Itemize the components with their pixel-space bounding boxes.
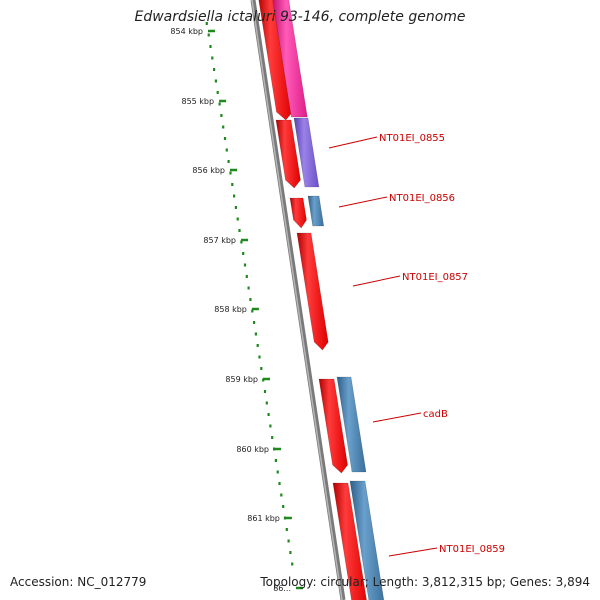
ruler-dot xyxy=(287,539,290,543)
gene-label-leader xyxy=(372,412,422,423)
ruler-dot xyxy=(253,321,256,324)
ruler-dot xyxy=(243,263,247,267)
ruler-dot xyxy=(278,482,281,485)
ruler-dot xyxy=(207,33,210,37)
ruler-dot xyxy=(267,413,270,416)
ruler-dot xyxy=(225,148,228,152)
ruler-dot xyxy=(218,102,221,106)
map-title: Edwardsiella ictaluri 93-146, complete g… xyxy=(134,9,466,25)
ruler-dot xyxy=(231,183,234,186)
ruler-dot xyxy=(249,298,252,301)
ruler-dot xyxy=(233,194,236,198)
ruler-dot xyxy=(285,528,288,531)
ruler-dot xyxy=(247,286,250,290)
ruler-dot xyxy=(254,332,257,336)
ruler-tick-label: 86... xyxy=(273,584,291,593)
ruler-dot xyxy=(251,309,254,313)
ruler-dot xyxy=(220,114,223,117)
ruler-dot xyxy=(269,424,272,428)
ruler-tick-label: 858 kbp xyxy=(214,305,247,314)
ruler-dot xyxy=(222,125,225,129)
ruler-dot xyxy=(209,45,212,48)
ruler-dot xyxy=(216,91,219,94)
cds-purple-feature[interactable] xyxy=(293,117,320,188)
ruler-dot xyxy=(236,217,239,221)
gene-label[interactable]: NT01EI_0857 xyxy=(402,272,468,283)
ruler-dot xyxy=(258,355,261,359)
ruler-tick-label: 856 kbp xyxy=(192,166,225,175)
ruler-dot xyxy=(263,390,267,393)
cds-reverse-feature[interactable] xyxy=(349,480,385,600)
ruler-tick-label: 860 kbp xyxy=(236,445,269,454)
ruler-dot xyxy=(211,56,214,60)
gene-label[interactable]: NT01EI_0856 xyxy=(389,193,455,204)
gene-label[interactable]: NT01EI_0859 xyxy=(439,544,505,555)
cds-forward-feature[interactable] xyxy=(318,378,348,474)
ruler-dot xyxy=(229,171,232,175)
cds-forward-feature[interactable] xyxy=(275,119,301,189)
ruler-dot xyxy=(213,68,216,71)
gene-label-leader xyxy=(352,275,401,287)
ruler-dot xyxy=(214,79,217,83)
ruler-dot xyxy=(240,240,243,244)
ruler-dot xyxy=(205,22,208,25)
cds-pink-feature[interactable] xyxy=(272,0,308,118)
ruler-dot xyxy=(234,206,237,209)
ruler-dot xyxy=(271,436,274,439)
ruler-tick-label: 861 kbp xyxy=(247,514,280,523)
ruler-dot xyxy=(223,137,227,140)
ruler-tick-label: 855 kbp xyxy=(181,97,214,106)
ruler-ticks: 854 kbp 855 kbp 856 kbp 857 kbp 858 kbp 859 k… xyxy=(170,27,303,593)
cds-reverse-feature[interactable] xyxy=(307,195,325,227)
ruler-tick-label: 854 kbp xyxy=(170,27,203,36)
accession-text: Accession: NC_012779 xyxy=(10,575,147,589)
ruler-dot xyxy=(242,252,245,255)
ruler-dot xyxy=(274,459,277,462)
ruler-dot xyxy=(260,367,263,370)
ruler-dot xyxy=(245,275,248,278)
gene-label-leader xyxy=(338,196,388,208)
ruler-dot xyxy=(227,160,230,163)
ruler-dot xyxy=(280,493,283,497)
ruler-tick-label: 857 kbp xyxy=(203,236,236,245)
gene-label-layer: NT01EI_0855 NT01EI_0856 NT01EI_0857 cadB NT0… xyxy=(328,133,505,557)
ruler-dot xyxy=(256,344,259,347)
genome-backbone-highlight xyxy=(251,0,343,600)
ruler-dot xyxy=(282,505,285,508)
topology-text: Topology: circular; Length: 3,812,315 bp… xyxy=(260,575,590,589)
feature-track xyxy=(258,0,385,600)
cds-reverse-feature[interactable] xyxy=(336,376,367,473)
ruler-dot xyxy=(238,229,241,232)
cds-forward-feature[interactable] xyxy=(258,0,293,121)
ruler-dot xyxy=(265,401,268,405)
ruler-dot xyxy=(291,562,294,566)
cds-forward-feature[interactable] xyxy=(332,482,368,600)
genome-backbone xyxy=(250,0,346,600)
ruler-dot xyxy=(276,470,279,474)
cds-forward-feature[interactable] xyxy=(289,197,307,229)
gene-label[interactable]: cadB xyxy=(423,409,448,420)
gene-label[interactable]: NT01EI_0855 xyxy=(379,133,445,144)
cds-forward-feature[interactable] xyxy=(296,232,329,351)
ruler-tick-label: 859 kbp xyxy=(225,375,258,384)
gene-label-leader xyxy=(328,136,378,149)
gene-label-leader xyxy=(388,547,438,557)
ruler-dot xyxy=(289,551,292,554)
